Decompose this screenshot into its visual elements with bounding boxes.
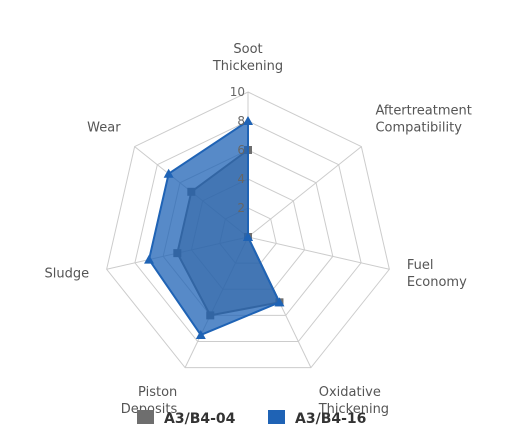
grid-ring (106, 91, 390, 369)
legend-swatch (137, 410, 154, 424)
tick-label: 10 (230, 85, 245, 99)
category-label: Fuel Economy (407, 258, 467, 290)
data-point (243, 116, 253, 125)
legend-label: A3/B4-16 (295, 411, 366, 427)
legend-swatch (268, 410, 285, 424)
category-label: Soot Thickening (212, 42, 283, 74)
grid-ring (134, 120, 362, 343)
data-point (274, 297, 285, 307)
category-label: Piston Deposits (121, 385, 178, 417)
data-point (195, 329, 206, 339)
category-label: Aftertreatment Compatibility (375, 103, 471, 135)
radar-labels: 2 4 6 8 10 Soot Thickening Aftertreatment Compat… (44, 42, 471, 417)
legend-item[interactable]: A3/B4-04 (137, 410, 236, 427)
data-point (163, 168, 174, 178)
tick-label: 4 (237, 172, 245, 186)
legend-item[interactable]: A3/B4-16 (268, 410, 366, 427)
data-point (243, 232, 253, 241)
category-label: Sludge (44, 266, 89, 281)
tick-label: 6 (237, 143, 245, 157)
chart-legend: A3/B4-04 A3/B4-16 (137, 410, 366, 427)
legend-label: A3/B4-04 (164, 411, 236, 427)
tick-label: 2 (237, 201, 245, 215)
radar-series (144, 116, 285, 339)
data-point (144, 254, 155, 264)
grid-spoke (247, 236, 390, 270)
category-label: Oxidative Thickening (318, 385, 389, 417)
grid-spoke (247, 146, 362, 238)
tick-label: 8 (237, 114, 245, 128)
series-2 (144, 116, 285, 339)
category-label: Wear (87, 120, 121, 135)
